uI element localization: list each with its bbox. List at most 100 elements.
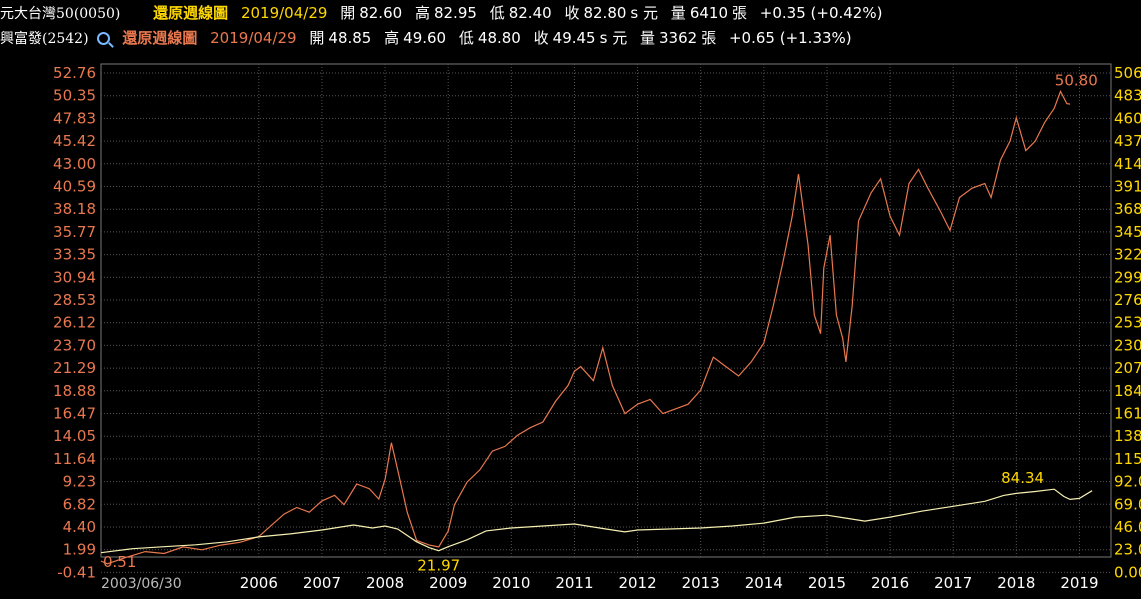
stock-name: 興富發(2542)	[0, 31, 89, 47]
left-tick-label: 23.70	[53, 336, 96, 354]
right-tick-label: 92.0	[1114, 473, 1141, 491]
x-start-label: 2003/06/30	[101, 576, 182, 592]
right-tick-label: 414	[1114, 155, 1141, 173]
x-tick-label: 2019	[1060, 574, 1098, 592]
x-tick-label: 2013	[682, 574, 720, 592]
header-row-2542: 興富發(2542) 還原週線圖 2019/04/29 開 48.85 高 49.60…	[0, 27, 1141, 49]
magnifier-icon[interactable]	[96, 32, 110, 45]
left-tick-label: 43.00	[53, 155, 96, 173]
low-value: 82.40	[508, 4, 552, 22]
x-tick-label: 2012	[618, 574, 656, 592]
open-label: 開	[340, 4, 356, 22]
open-value: 82.60	[359, 4, 403, 22]
right-tick-label: 437	[1114, 132, 1141, 150]
right-tick-label: 115	[1114, 450, 1141, 468]
x-tick-label: 2010	[492, 574, 530, 592]
right-tick-label: 322	[1114, 246, 1141, 264]
x-tick-label: 2017	[934, 574, 972, 592]
low-label: 低	[489, 4, 505, 22]
high-value: 49.60	[403, 29, 447, 47]
volume-value: 6410	[689, 4, 728, 22]
x-tick-label: 2015	[808, 574, 846, 592]
volume-unit: 張	[732, 4, 748, 22]
high-label: 高	[414, 4, 430, 22]
right-tick-label: 161	[1114, 405, 1141, 423]
x-tick-label: 2016	[871, 574, 909, 592]
x-tick-label: 2009	[429, 574, 467, 592]
left-tick-label: 38.18	[53, 200, 96, 218]
right-tick-label: 460	[1114, 109, 1141, 127]
left-tick-label: 30.94	[53, 268, 96, 286]
change-value: +0.65 (+1.33%)	[728, 29, 852, 47]
left-tick-label: 52.76	[53, 64, 96, 82]
volume-label: 量	[639, 29, 655, 47]
left-tick-label: 35.77	[53, 223, 96, 241]
high-value: 82.95	[433, 4, 477, 22]
right-tick-label: 253	[1114, 314, 1141, 332]
volume-unit: 張	[701, 29, 717, 47]
left-tick-label: 14.05	[53, 427, 96, 445]
low-label: 低	[458, 29, 474, 47]
left-tick-label: 47.83	[53, 109, 96, 127]
annotation-min-2542: 0.51	[103, 553, 136, 571]
right-tick-label: 207	[1114, 359, 1141, 377]
series-line-0050	[100, 488, 1093, 554]
right-tick-label: 23.0	[1114, 541, 1141, 559]
high-label: 高	[384, 29, 400, 47]
left-tick-label: 50.35	[53, 87, 96, 105]
right-tick-label: 391	[1114, 178, 1141, 196]
right-tick-label: 345	[1114, 223, 1141, 241]
left-tick-label: 11.64	[53, 450, 96, 468]
left-tick-label: 26.12	[53, 314, 96, 332]
close-label: 收	[533, 29, 549, 47]
quote-date: 2019/04/29	[210, 29, 297, 47]
chart-title: 還原週線圖	[122, 29, 198, 47]
x-tick-label: 2008	[366, 574, 404, 592]
left-tick-label: -0.41	[57, 563, 96, 581]
left-tick-label: 1.99	[63, 541, 96, 559]
x-tick-label: 2006	[240, 574, 278, 592]
annotation-max-0050: 84.34	[1001, 469, 1044, 487]
left-tick-label: 28.53	[53, 291, 96, 309]
close-value: 49.45	[552, 29, 596, 47]
right-tick-label: 368	[1114, 200, 1141, 218]
left-tick-label: 4.40	[63, 518, 96, 536]
header-row-0050: 元大台灣50(0050) 還原週線圖 2019/04/29 開 82.60 高 82…	[0, 2, 1141, 24]
right-tick-label: 138	[1114, 427, 1141, 445]
volume-value: 3362	[659, 29, 698, 47]
x-tick-label: 2014	[745, 574, 783, 592]
series-line-2542	[100, 89, 1071, 565]
x-tick-label: 2011	[555, 574, 593, 592]
right-tick-label: 276	[1114, 291, 1141, 309]
right-tick-label: 483	[1114, 87, 1141, 105]
left-tick-label: 16.47	[53, 405, 96, 423]
open-value: 48.85	[328, 29, 372, 47]
right-tick-label: 230	[1114, 336, 1141, 354]
right-tick-label: 0.00	[1114, 563, 1141, 581]
low-value: 48.80	[477, 29, 521, 47]
change-value: +0.35 (+0.42%)	[759, 4, 883, 22]
left-tick-label: 6.82	[63, 495, 96, 513]
left-tick-label: 9.23	[63, 473, 96, 491]
left-tick-label: 33.35	[53, 246, 96, 264]
left-tick-label: 18.88	[53, 382, 96, 400]
stock-name: 元大台灣50(0050)	[0, 6, 121, 22]
quote-date: 2019/04/29	[240, 4, 328, 22]
volume-label: 量	[670, 4, 686, 22]
plot-frame	[100, 63, 1112, 558]
close-value: 82.80	[583, 4, 627, 22]
right-tick-label: 184	[1114, 382, 1141, 400]
unit-label: s 元	[599, 29, 628, 47]
open-label: 開	[309, 29, 325, 47]
close-label: 收	[564, 4, 580, 22]
left-tick-label: 40.59	[53, 178, 96, 196]
right-tick-label: 506	[1114, 64, 1141, 82]
right-tick-label: 299	[1114, 268, 1141, 286]
x-tick-label: 2018	[997, 574, 1035, 592]
unit-label: s 元	[630, 4, 659, 22]
annotation-max-2542: 50.80	[1055, 71, 1098, 89]
right-tick-label: 46.0	[1114, 518, 1141, 536]
x-tick-label: 2007	[303, 574, 341, 592]
left-tick-label: 45.42	[53, 132, 96, 150]
